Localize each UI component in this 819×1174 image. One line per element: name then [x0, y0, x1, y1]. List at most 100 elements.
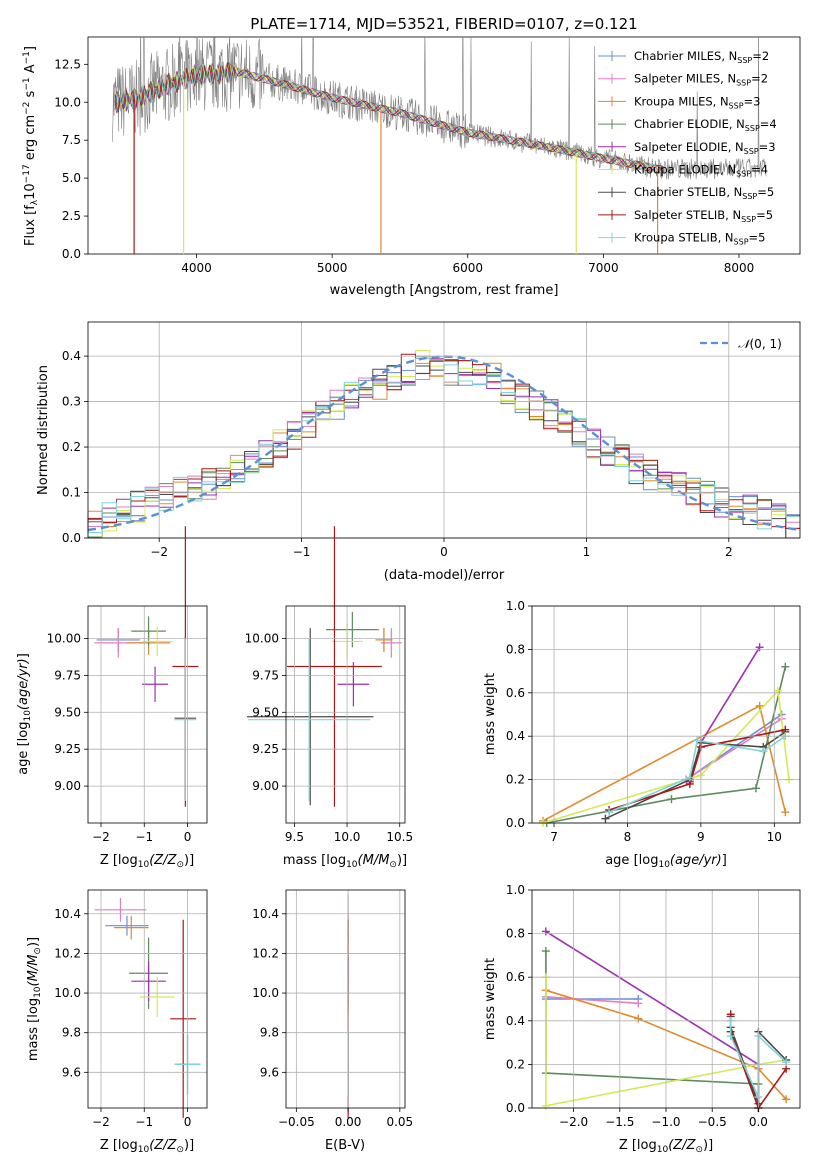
error-cross: [174, 638, 197, 801]
x-tick-label: 0: [440, 545, 448, 559]
y-tick-label: 0.4: [62, 349, 81, 363]
x-tick-label: 10.0: [334, 830, 361, 844]
histogram-ylabel: Normed distribution: [36, 365, 51, 495]
y-tick-label: 0.1: [62, 486, 81, 500]
spectrum-title: PLATE=1714, MJD=53521, FIBERID=0107, z=0…: [250, 15, 637, 33]
y-tick-label: 9.25: [252, 742, 279, 756]
age-z-xlabel: Z [log10(Z/Z⊙)]: [100, 853, 194, 870]
y-tick-label: 10.2: [54, 946, 81, 960]
spectrum-ylabel: Flux [fλ10−17 erg cm−2 s−1 A−1]: [22, 46, 40, 246]
y-tick-label: 9.50: [252, 705, 279, 719]
y-tick-label: 0.0: [506, 1101, 525, 1115]
residual-histogram-area: −2 −1 0 1 2 0.0 0.1 0.2 0.3 0.4: [62, 321, 801, 559]
error-cross: [142, 626, 173, 657]
y-tick-label: 0.0: [506, 816, 525, 830]
plus-marker: [781, 662, 790, 671]
svg-text:𝒩(0, 1): 𝒩(0, 1): [738, 337, 782, 351]
spectrum-plot-area: 4000 5000 6000 7000 8000 0.0 2.5 5.0 7.5 10.0 12.5: [54, 36, 801, 275]
x-tick-label: −2.0: [559, 1115, 588, 1129]
histogram-xlabel: (data-model)/error: [384, 568, 505, 583]
plus-marker: [634, 999, 643, 1008]
y-tick-label: 9.6: [62, 1065, 81, 1079]
spectrum-xlabel: wavelength [Angstrom, rest frame]: [330, 283, 559, 298]
x-tick-label: 10.5: [386, 830, 413, 844]
y-tick-label: 2.5: [62, 209, 81, 223]
plus-marker: [541, 947, 550, 956]
y-tick-label: 0.2: [62, 440, 81, 454]
weight-vs-metallicity-panel: −2.0 −1.5 −1.0 −0.5 0.0 0.0 0.2 0.4 0.6 0.8 1.0: [506, 883, 801, 1129]
weight-series-line: [545, 930, 759, 1066]
model-spectrum: [115, 62, 664, 173]
x-tick-label: −0.05: [278, 1115, 315, 1129]
x-tick-label: 4000: [181, 261, 212, 275]
plus-marker: [667, 795, 676, 804]
x-tick-label: −1: [135, 830, 153, 844]
normal-legend-args: (0, 1): [750, 337, 782, 351]
y-tick-label: 0.2: [506, 773, 525, 787]
y-tick-label: 0.3: [62, 395, 81, 409]
x-tick-label: −2: [150, 545, 168, 559]
x-tick-label: 0: [184, 1115, 192, 1129]
y-tick-label: 10.0: [252, 986, 279, 1000]
error-cross: [170, 919, 197, 1118]
x-tick-label: 8: [624, 830, 632, 844]
legend-label: Salpeter MILES, NSSP=2: [634, 72, 768, 88]
model-spectrum: [114, 61, 664, 172]
plus-marker: [759, 747, 768, 756]
error-cross: [94, 897, 147, 922]
mass-z-ylabel: mass [log10(M/M⊙)]: [26, 937, 43, 1061]
error-cross: [105, 915, 149, 936]
weight-z-ylabel: mass weight: [483, 958, 498, 1040]
plus-marker: [541, 927, 550, 936]
y-tick-label: 0.0: [62, 531, 81, 545]
weight-series-line: [545, 996, 639, 1005]
y-tick-label: 1.0: [506, 599, 525, 613]
weight-age-xlabel: age [log10(age/yr)]: [605, 853, 727, 870]
x-tick-label: 10: [767, 830, 782, 844]
error-cross: [139, 977, 175, 1017]
y-tick-label: 0.8: [506, 642, 525, 656]
x-tick-label: 1: [583, 545, 591, 559]
legend-label: Kroupa MILES, NSSP=3: [634, 94, 760, 110]
plus-marker: [782, 1095, 791, 1104]
x-tick-label: −0.5: [698, 1115, 727, 1129]
x-tick-label: 9.5: [285, 830, 304, 844]
y-tick-label: 0.6: [506, 970, 525, 984]
error-cross: [337, 662, 370, 707]
error-cross: [142, 666, 169, 702]
legend-label: Kroupa STELIB, NSSP=5: [634, 231, 765, 247]
y-tick-label: 9.8: [62, 1026, 81, 1040]
y-tick-label: 10.00: [47, 631, 81, 645]
y-tick-label: 10.4: [252, 907, 279, 921]
age-vs-mass-panel: 9.5 10.0 10.5 9.00 9.25 9.50 9.75 10.00: [245, 526, 413, 844]
legend-label: Salpeter STELIB, NSSP=5: [634, 208, 773, 224]
age-z-ylabel: age [log10(age/yr)]: [16, 653, 33, 775]
x-tick-label: 8000: [724, 261, 755, 275]
y-tick-label: 10.0: [54, 95, 81, 109]
plus-marker: [755, 643, 764, 652]
y-tick-label: 10.0: [54, 986, 81, 1000]
y-tick-label: 0.2: [506, 1057, 525, 1071]
plus-marker: [601, 814, 610, 823]
plus-marker: [781, 808, 790, 817]
legend-label: Chabrier ELODIE, NSSP=4: [634, 117, 777, 133]
y-tick-label: 0.0: [62, 247, 81, 261]
x-tick-label: 2: [725, 545, 733, 559]
x-tick-label: 0.05: [386, 1115, 413, 1129]
mass-z-xlabel: Z [log10(Z/Z⊙)]: [100, 1138, 194, 1155]
x-tick-label: −1: [293, 545, 311, 559]
y-tick-label: 12.5: [54, 57, 81, 71]
y-tick-label: 9.8: [260, 1026, 279, 1040]
plus-marker: [773, 686, 782, 695]
y-tick-label: 9.75: [54, 668, 81, 682]
weight-series-line: [545, 977, 787, 1107]
legend-label: Chabrier MILES, NSSP=2: [634, 49, 769, 65]
y-tick-label: 0.6: [506, 686, 525, 700]
x-tick-label: 0.00: [335, 1115, 362, 1129]
y-tick-label: 10.00: [245, 631, 279, 645]
normal-legend-label: 𝒩: [738, 337, 753, 351]
histogram-legend: 𝒩(0, 1): [700, 337, 782, 351]
age-mass-xlabel: mass [log10(M/M⊙)]: [283, 853, 407, 870]
y-tick-label: 10.4: [54, 907, 81, 921]
weight-series-line: [542, 688, 790, 824]
